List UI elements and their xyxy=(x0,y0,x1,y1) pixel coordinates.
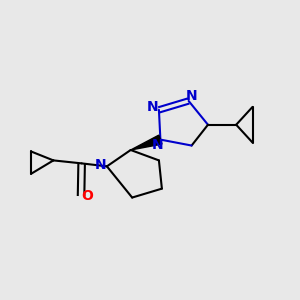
Text: N: N xyxy=(152,138,164,152)
Polygon shape xyxy=(131,135,162,150)
Text: N: N xyxy=(186,88,197,103)
Text: O: O xyxy=(82,189,94,203)
Text: N: N xyxy=(95,158,107,172)
Text: N: N xyxy=(147,100,159,114)
